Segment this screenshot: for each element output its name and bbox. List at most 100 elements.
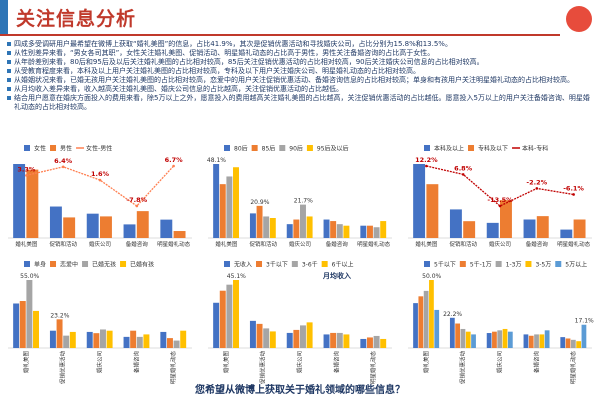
- x-tick-label: 备婚咨询: [526, 240, 549, 248]
- bar: [219, 290, 226, 348]
- x-tick-label: 备婚咨询: [126, 240, 149, 248]
- bar: [306, 216, 313, 238]
- bar: [286, 224, 293, 238]
- bar: [528, 335, 534, 348]
- x-tick-label: 婚庆公司: [289, 240, 311, 248]
- bar: [429, 280, 434, 348]
- bar: [581, 324, 587, 348]
- bar: [256, 205, 263, 238]
- legend-label: 本科及以上: [434, 145, 464, 153]
- bar: [93, 333, 100, 348]
- data-label: 6.4%: [54, 157, 73, 165]
- bar: [26, 280, 33, 348]
- bar: [143, 334, 150, 348]
- data-label: 3.3%: [17, 165, 36, 173]
- legend-label: 5千-1万: [470, 261, 492, 269]
- legend-label: 男性: [60, 145, 72, 153]
- bar: [366, 225, 373, 238]
- bar: [293, 329, 300, 348]
- bar: [13, 164, 26, 238]
- legend-swatch: [224, 261, 230, 267]
- data-label: -6.1%: [563, 184, 584, 192]
- bar: [300, 325, 306, 348]
- bar: [233, 167, 239, 238]
- bar: [500, 200, 512, 238]
- bar: [213, 302, 220, 348]
- bar: [418, 296, 424, 348]
- bar: [323, 219, 330, 238]
- side-tab: [0, 0, 8, 36]
- bullet-list: 四成多受调研用户最希望在微博上获取“婚礼美图”的信息，占比41.9%，其次是促销…: [6, 40, 596, 112]
- bar: [160, 331, 167, 348]
- x-tick-label: 婚庆公司: [489, 240, 511, 248]
- bar: [373, 227, 380, 238]
- bullet: 四成多受调研用户最希望在微博上获取“婚礼美图”的信息，占比41.9%，其次是促销…: [6, 40, 596, 49]
- bar: [286, 332, 293, 348]
- legend-label: 90后: [289, 145, 303, 153]
- bar: [226, 176, 233, 238]
- bar: [565, 338, 571, 348]
- x-tick-label: 明星婚礼动态: [169, 351, 177, 385]
- x-tick-label: 促销优惠活动: [59, 351, 67, 385]
- line-point: [461, 173, 465, 176]
- bar: [136, 211, 149, 238]
- x-tick-label: 婚庆公司: [89, 240, 111, 248]
- data-label: 48.1%: [207, 157, 226, 164]
- line: [426, 165, 574, 207]
- legend-swatch: [256, 261, 263, 267]
- bar: [263, 216, 270, 238]
- bar: [56, 319, 63, 348]
- legend-label: 3-5万: [535, 262, 551, 269]
- x-tick-label: 婚礼美图: [422, 351, 430, 374]
- x-tick-label: 明星婚礼动态: [557, 240, 591, 248]
- bar: [471, 334, 476, 348]
- bar: [49, 330, 56, 348]
- legend-swatch: [306, 145, 313, 151]
- legend-swatch: [251, 145, 258, 151]
- legend-label: 专科及以下: [478, 145, 508, 153]
- bar: [492, 331, 497, 348]
- bar: [413, 303, 418, 348]
- x-tick-label: 促销和活动: [449, 240, 477, 248]
- legend-swatch: [50, 145, 57, 151]
- bar: [343, 225, 350, 238]
- data-label: 50.0%: [422, 273, 441, 280]
- bar: [497, 330, 503, 348]
- bar: [256, 323, 263, 348]
- bar: [463, 221, 476, 238]
- bar: [544, 330, 550, 348]
- data-label: 45.1%: [227, 273, 246, 280]
- bar: [249, 213, 256, 238]
- x-tick-label: 明星婚礼动态: [157, 240, 191, 248]
- data-label: 21.7%: [294, 198, 313, 205]
- legend-label: 5千以下: [434, 261, 456, 269]
- bar: [123, 224, 136, 238]
- bar: [380, 221, 387, 238]
- bar: [100, 216, 112, 238]
- bar: [180, 330, 187, 348]
- x-tick-label: 促销优惠活动: [459, 351, 467, 385]
- legend-label: 已婚无孩: [92, 261, 116, 269]
- legend-swatch: [50, 261, 57, 267]
- bullet: 从月均收入差异来看，收入越高关注婚礼美图、婚庆公司信息的占比越高，关注促销优惠活…: [6, 85, 596, 94]
- bar: [426, 184, 439, 238]
- bar: [423, 290, 429, 348]
- legend-swatch: [24, 145, 30, 151]
- legend-swatch: [321, 261, 328, 267]
- bullet: 从性别差异来看，“男女各司其职”，女性关注婚礼美图、促销活动、明星婚礼动态的占比…: [6, 49, 596, 58]
- bar: [534, 334, 539, 348]
- bar: [502, 328, 508, 348]
- x-tick-label: 促销和活动: [49, 240, 77, 248]
- legend-swatch: [495, 261, 502, 267]
- data-label: 6.8%: [454, 164, 473, 172]
- bar: [63, 335, 70, 348]
- chart-title: 月均收入: [322, 271, 351, 280]
- legend-label: 85后: [262, 145, 276, 153]
- bar: [576, 341, 582, 348]
- bar: [86, 331, 93, 348]
- bar: [33, 310, 39, 348]
- bar: [539, 334, 545, 348]
- data-label: 23.2%: [50, 312, 69, 319]
- data-label: 22.2%: [443, 311, 462, 318]
- x-tick-label: 促销和活动: [249, 240, 277, 248]
